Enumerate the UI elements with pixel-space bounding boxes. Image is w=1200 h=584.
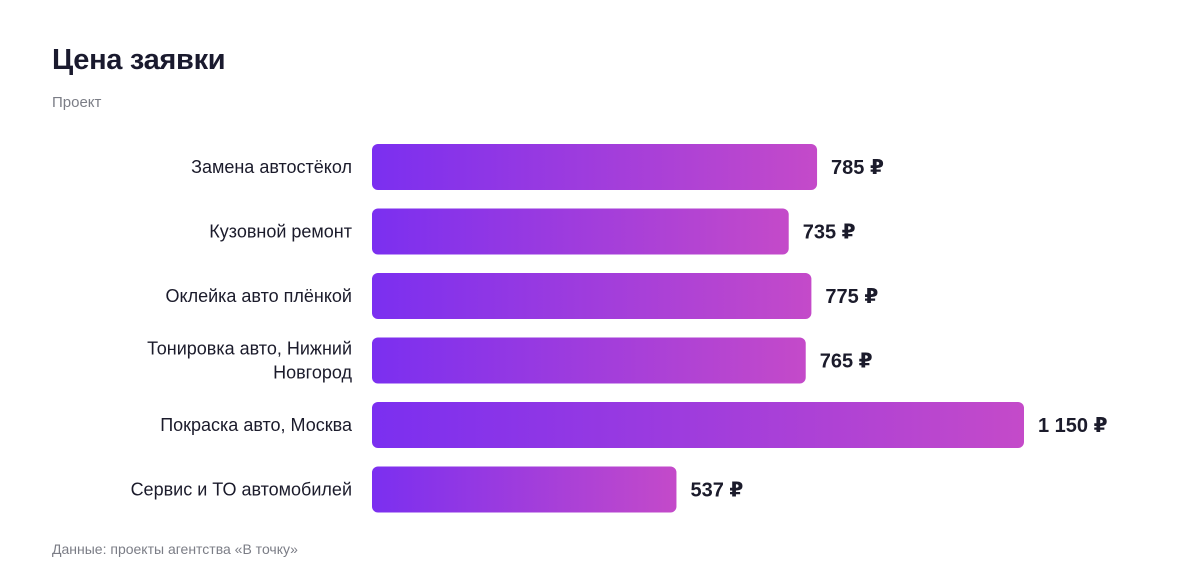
category-label: Сервис и ТО автомобилей (131, 480, 352, 500)
value-label: 735 ₽ (803, 222, 856, 244)
value-label: 765 ₽ (820, 351, 873, 373)
category-label: Покраска авто, Москва (160, 415, 353, 435)
value-label: 1 150 ₽ (1038, 415, 1108, 437)
chart-subtitle: Проект (52, 94, 102, 111)
value-label: 775 ₽ (825, 286, 878, 308)
bar (372, 144, 818, 190)
value-label: 785 ₽ (831, 157, 884, 179)
bar (372, 208, 789, 255)
category-label: Тонировка авто, Нижний Новгород (147, 339, 352, 383)
data-source-note: Данные: проекты агентства «В точку» (52, 541, 298, 557)
category-label: Оклейка авто плёнкой (165, 286, 352, 306)
bars-group: Замена автостёкол 785 ₽ Кузовной ремонт 735… (131, 144, 1108, 513)
category-label: Кузовной ремонт (209, 222, 352, 242)
category-label: Замена автостёкол (191, 157, 352, 177)
bar (372, 337, 806, 384)
bar (372, 466, 677, 513)
chart-title: Цена заявки (52, 44, 226, 76)
value-label: 537 ₽ (690, 480, 743, 502)
bar (372, 273, 812, 319)
bar (372, 402, 1024, 448)
